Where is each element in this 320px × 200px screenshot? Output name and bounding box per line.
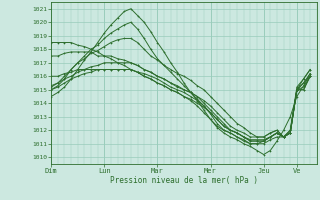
- X-axis label: Pression niveau de la mer( hPa ): Pression niveau de la mer( hPa ): [110, 176, 258, 185]
